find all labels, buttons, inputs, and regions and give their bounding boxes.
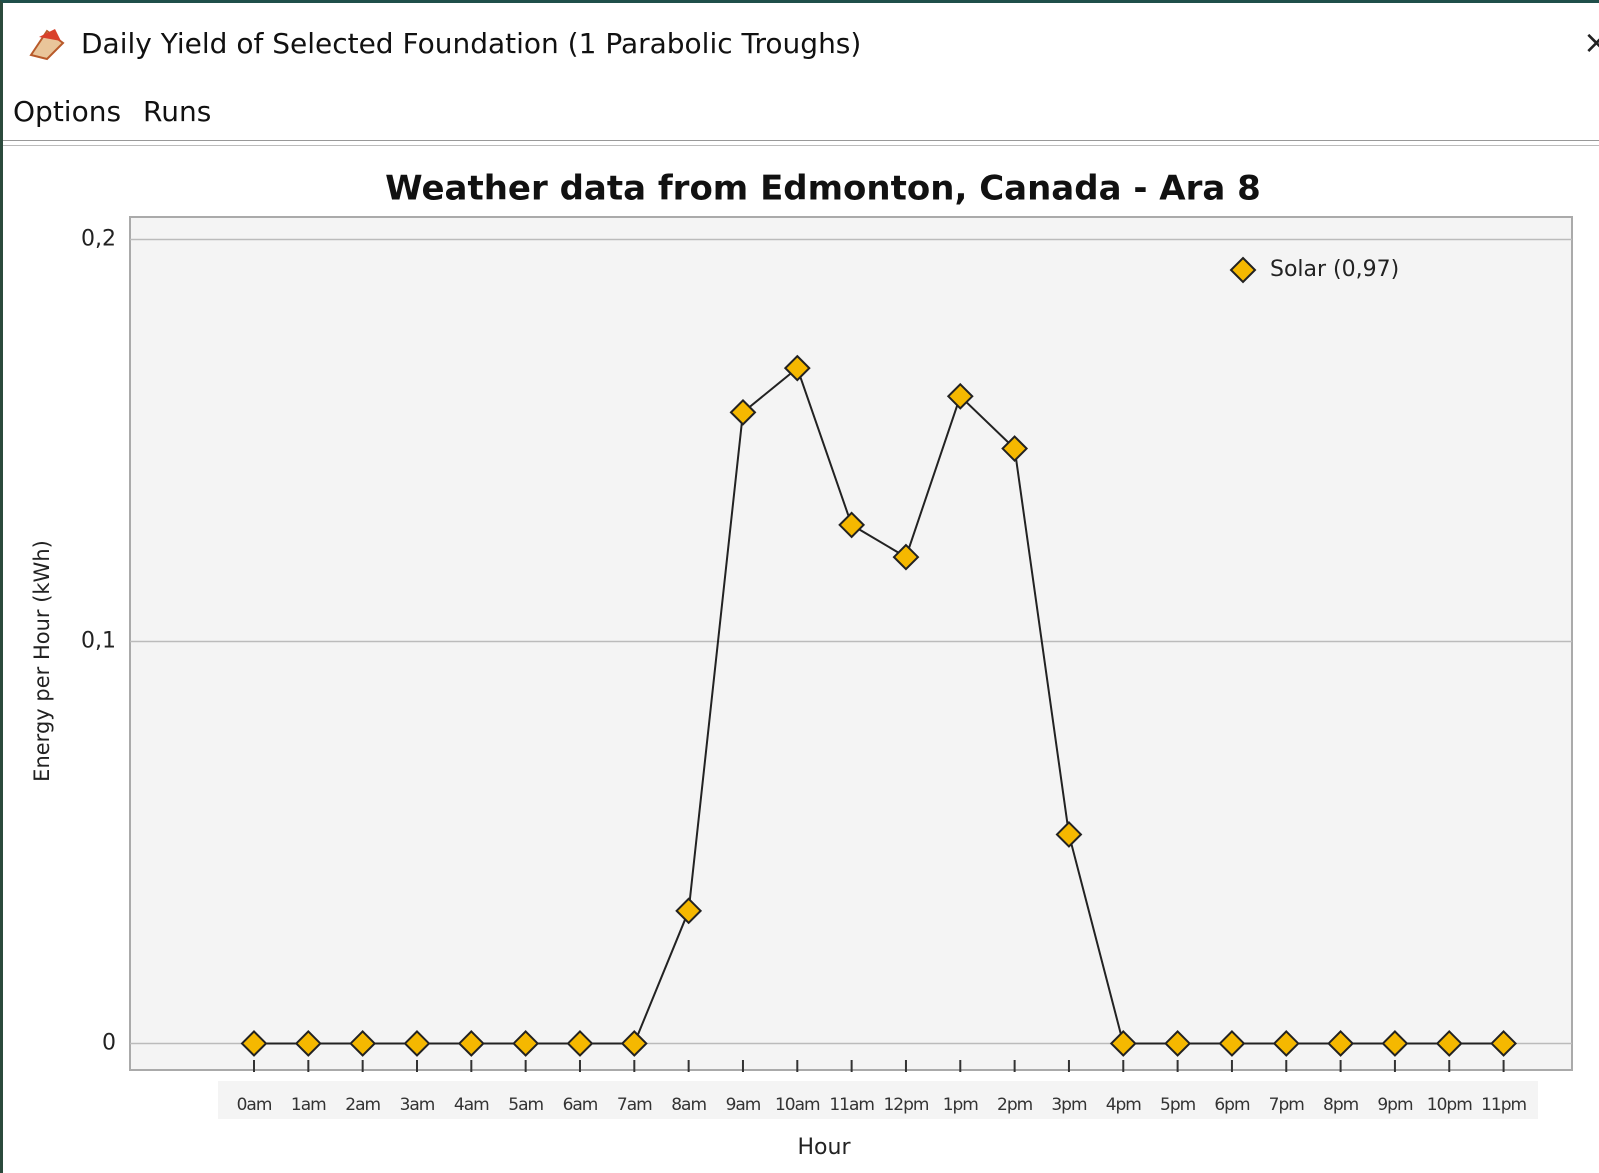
data-point: [566, 1030, 594, 1057]
data-point: [1327, 1030, 1355, 1057]
x-tick-label: 1pm: [943, 1095, 979, 1115]
menu-item[interactable]: Runs: [143, 95, 212, 128]
x-tick-label: 6pm: [1214, 1095, 1250, 1115]
data-point: [512, 1030, 540, 1057]
close-button[interactable]: ×: [1583, 23, 1599, 61]
data-point: [240, 1030, 268, 1057]
data-point: [294, 1030, 322, 1057]
x-tick-label: 11pm: [1481, 1095, 1526, 1115]
x-tick-label: 2am: [345, 1095, 380, 1115]
x-tick-label: 5pm: [1160, 1095, 1196, 1115]
data-point: [457, 1030, 485, 1057]
data-point: [892, 543, 920, 571]
x-tick-label: 3am: [400, 1095, 435, 1115]
legend-marker: [1229, 256, 1257, 284]
window-title: Daily Yield of Selected Foundation (1 Pa…: [81, 27, 862, 60]
chart-title: Weather data from Edmonton, Canada - Ara…: [385, 169, 1261, 209]
chart: Weather data from Edmonton, Canada - Ara…: [30, 169, 1573, 1160]
data-point: [1272, 1030, 1300, 1057]
data-point: [1109, 1030, 1137, 1057]
legend-label: Solar (0,97): [1270, 257, 1399, 282]
x-tick-label: 5am: [508, 1095, 543, 1115]
x-tick-label: 7pm: [1269, 1095, 1305, 1115]
separator: [3, 140, 1599, 146]
x-tick-label: 7am: [617, 1095, 652, 1115]
x-tick-label: 8pm: [1323, 1095, 1359, 1115]
x-tick-label: 8am: [671, 1095, 706, 1115]
menu-item[interactable]: Options: [13, 95, 122, 128]
x-tick-label: 4am: [454, 1095, 489, 1115]
data-point: [1055, 821, 1083, 848]
data-point: [946, 382, 974, 410]
data-point: [349, 1030, 377, 1057]
data-point: [620, 1030, 648, 1057]
plot-area: [129, 216, 1573, 1071]
data-point: [729, 398, 757, 426]
data-point: [403, 1030, 431, 1057]
data-point: [838, 511, 866, 539]
x-tick-label: 2pm: [997, 1095, 1033, 1115]
x-tick-label: 4pm: [1106, 1095, 1142, 1115]
x-tick-label: 11am: [829, 1095, 874, 1115]
x-tick-label: 9pm: [1377, 1095, 1413, 1115]
data-point: [1164, 1030, 1192, 1057]
data-point: [1490, 1030, 1518, 1057]
data-point: [675, 897, 703, 925]
x-tick-label: 9am: [726, 1095, 761, 1115]
x-tick-label: 10pm: [1427, 1095, 1472, 1115]
x-tick-label: 0am: [237, 1095, 272, 1115]
x-tick-label: 10am: [775, 1095, 820, 1115]
data-point: [1435, 1030, 1463, 1057]
y-axis-label: Energy per Hour (kWh): [30, 540, 54, 782]
data-point: [1001, 435, 1029, 462]
x-label-band: [218, 1081, 1538, 1119]
y-tick-label: 0: [102, 1030, 116, 1055]
app-icon: [29, 29, 65, 61]
x-tick-label: 6am: [563, 1095, 598, 1115]
data-point: [1381, 1030, 1409, 1057]
data-point: [1218, 1030, 1246, 1057]
data-point: [783, 354, 811, 382]
x-axis-label: Hour: [798, 1135, 852, 1160]
x-tick-label: 12pm: [883, 1095, 928, 1115]
menu-bar: Options Runs: [13, 95, 233, 128]
x-tick-label: 3pm: [1051, 1095, 1087, 1115]
y-tick-label: 0,1: [81, 628, 116, 653]
y-tick-label: 0,2: [81, 227, 116, 252]
x-tick-label: 1am: [291, 1095, 326, 1115]
